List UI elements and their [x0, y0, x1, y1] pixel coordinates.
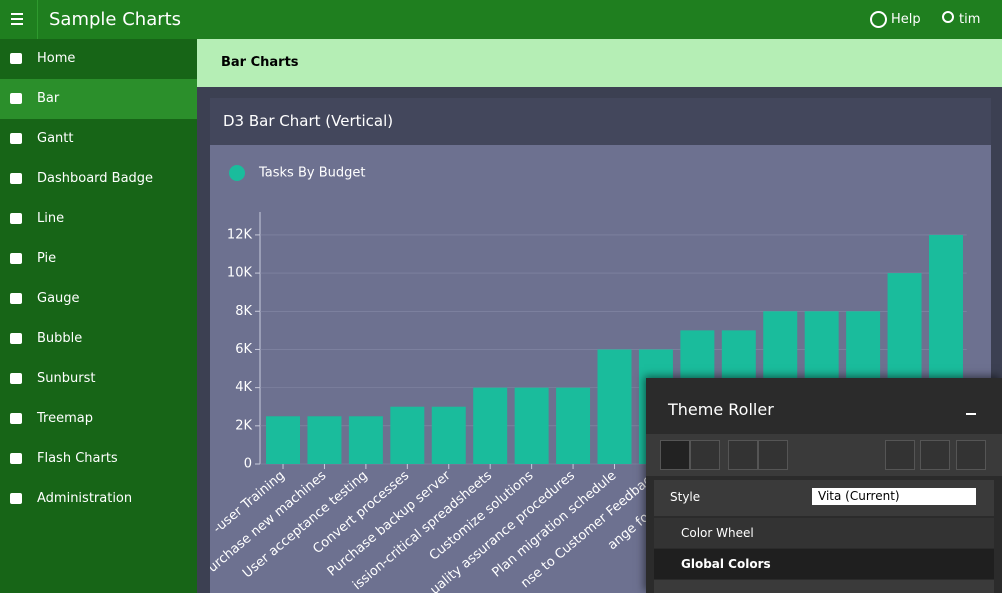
- bar: [598, 349, 632, 464]
- legend-label: Tasks By Budget: [258, 166, 365, 181]
- nav-item[interactable]: Gantt: [0, 119, 197, 159]
- tool-button[interactable]: [956, 440, 986, 470]
- nav-icon: [10, 173, 22, 184]
- theme-roller: Theme Roller Style Vita (Current) Color …: [646, 378, 1002, 593]
- nav-label: Gantt: [37, 131, 73, 146]
- breadcrumb: Bar Charts: [197, 39, 1002, 87]
- nav-item[interactable]: Bar: [0, 79, 197, 119]
- nav-icon: [10, 413, 22, 424]
- nav-icon: [10, 133, 22, 144]
- nav-icon: [10, 93, 22, 104]
- legend-marker: [229, 165, 245, 181]
- bar: [556, 388, 590, 464]
- nav-icon: [10, 213, 22, 224]
- nav-label: Bar: [37, 91, 59, 106]
- y-tick-label: 10K: [227, 266, 253, 281]
- bar: [307, 416, 341, 464]
- style-label: Style: [670, 490, 700, 504]
- tool-button[interactable]: [920, 440, 950, 470]
- nav-icon: [10, 373, 22, 384]
- nav-label: Treemap: [37, 411, 93, 426]
- y-tick-label: 6K: [235, 342, 252, 357]
- bar: [432, 407, 466, 464]
- section-title[interactable]: Global Colors: [681, 557, 771, 571]
- nav-label: Line: [37, 211, 64, 226]
- nav-item[interactable]: Dashboard Badge: [0, 159, 197, 199]
- app-title[interactable]: Sample Charts: [49, 9, 181, 30]
- section-title[interactable]: Color Wheel: [681, 526, 754, 540]
- bar: [390, 407, 424, 464]
- nav-item[interactable]: Sunburst: [0, 359, 197, 399]
- y-tick-label: 8K: [235, 304, 252, 319]
- sidebar: Home Bar Gantt Dashboard Badge Line Pie Gauge B…: [0, 39, 197, 593]
- bar: [515, 388, 549, 464]
- nav-label: Dashboard Badge: [37, 171, 153, 186]
- nav-label: Flash Charts: [37, 451, 118, 466]
- nav-item[interactable]: Treemap: [0, 399, 197, 439]
- divider: [37, 0, 38, 39]
- breadcrumb-title: Bar Charts: [197, 55, 299, 70]
- bar: [266, 416, 300, 464]
- nav-item[interactable]: Flash Charts: [0, 439, 197, 479]
- help-link[interactable]: Help: [891, 12, 921, 27]
- nav-icon: [10, 293, 22, 304]
- region-title: D3 Bar Chart (Vertical): [210, 112, 393, 130]
- nav-item[interactable]: Home: [0, 39, 197, 79]
- tool-button[interactable]: [660, 440, 690, 470]
- nav-label: Sunburst: [37, 371, 95, 386]
- menu-toggle[interactable]: [11, 13, 23, 15]
- nav-label: Bubble: [37, 331, 82, 346]
- region-header: D3 Bar Chart (Vertical): [210, 98, 991, 145]
- y-tick-label: 0: [244, 457, 252, 472]
- y-tick-label: 12K: [227, 227, 253, 242]
- bar: [473, 388, 507, 464]
- y-tick-label: 4K: [235, 380, 252, 395]
- bar: [349, 416, 383, 464]
- y-tick-label: 2K: [235, 418, 252, 433]
- help-icon: [870, 11, 887, 28]
- tool-button[interactable]: [690, 440, 720, 470]
- style-select[interactable]: Vita (Current): [812, 488, 976, 505]
- section: [654, 580, 994, 593]
- theme-roller-title: Theme Roller: [668, 400, 774, 419]
- nav-label: Pie: [37, 251, 56, 266]
- nav-item[interactable]: Pie: [0, 239, 197, 279]
- nav-icon: [10, 453, 22, 464]
- nav-item[interactable]: Administration: [0, 479, 197, 519]
- nav-label: Administration: [37, 491, 132, 506]
- nav-item[interactable]: Bubble: [0, 319, 197, 359]
- top-bar: Sample Charts Help tim: [0, 0, 1002, 39]
- close-button[interactable]: [966, 403, 976, 415]
- nav-label: Gauge: [37, 291, 80, 306]
- tool-button[interactable]: [728, 440, 758, 470]
- nav-icon: [10, 253, 22, 264]
- user-menu[interactable]: tim: [959, 12, 980, 27]
- nav-label: Home: [37, 51, 75, 66]
- user-icon: [942, 11, 954, 23]
- nav-icon: [10, 333, 22, 344]
- tool-button[interactable]: [758, 440, 788, 470]
- nav-icon: [10, 53, 22, 64]
- nav-icon: [10, 493, 22, 504]
- nav-item[interactable]: Line: [0, 199, 197, 239]
- nav-item[interactable]: Gauge: [0, 279, 197, 319]
- tool-button[interactable]: [885, 440, 915, 470]
